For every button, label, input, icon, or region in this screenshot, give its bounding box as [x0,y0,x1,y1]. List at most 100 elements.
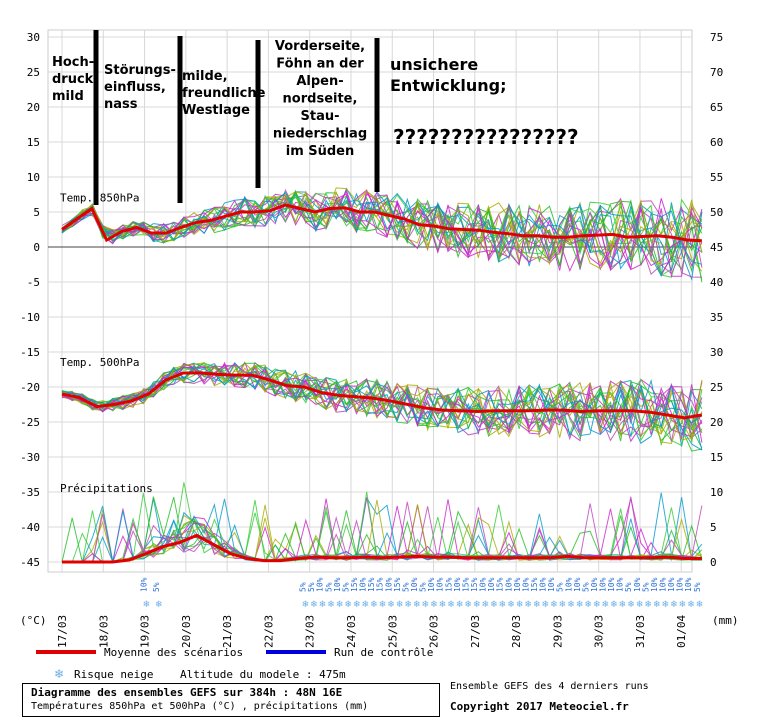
snowflake-icon: ❄ [670,599,678,609]
legend-control-label: Run de contrôle [334,646,433,659]
annotation-1-line-0: Störungs- [104,63,176,78]
grid [47,29,693,573]
left-tick-label-15: -45 [20,556,40,569]
annotation-2-line-2: Westlage [182,103,250,118]
snowflake-icon: ❄ [619,599,627,609]
snowflake-icon: ❄ [473,599,481,609]
snowflake-icon: ❄ [464,599,472,609]
snow-risk-label-9: 10% [359,577,368,592]
snow-risk-label-4: 10% [316,577,325,592]
snow-risk-label-30: 10% [539,577,548,592]
left-tick-label-11: -25 [20,416,40,429]
snowflake-icon: ❄ [533,599,541,609]
annotation-3-line-6: im Süden [286,144,355,159]
snow-risk-label-19: 15% [444,577,453,592]
snow-risk-label-2: 5% [299,582,308,592]
snow-risk-label-34: 10% [573,577,582,592]
snowflake-icon: ❄ [396,599,404,609]
snow-risk-label-20: 10% [453,577,462,592]
annotation-2-line-0: milde, [182,69,228,84]
snow-risk-label-18: 10% [436,577,445,592]
annotation-3-line-0: Vorderseite, [275,39,365,54]
snowflake-icon: ❄ [550,599,558,609]
snow-risk-label-35: 5% [581,582,590,592]
legend-altitude-label: Altitude du modele : 475m [180,668,346,681]
snow-risk-label-16: 5% [419,582,428,592]
ensemble-note: Ensemble GEFS des 4 derniers runs [450,681,649,692]
annotation-1-line-1: einfluss, [104,80,166,95]
left-tick-label-12: -30 [20,451,40,464]
annotation-5-line-0: ???????????????? [393,125,579,149]
snowflake-icon: ❄ [636,599,644,609]
right-tick-label-11: 20 [710,416,723,429]
ensemble-member-500-21 [61,367,703,434]
annotation-markers [93,30,380,205]
snowflake-icon: ❄ [362,599,370,609]
snowflake-icon: ❄ [353,599,361,609]
annotation-0-line-0: Hoch- [52,55,94,70]
snowflake-icon: ❄ [430,599,438,609]
x-tick-label-0: 17/03 [56,615,69,648]
snow-risk-label-22: 15% [470,577,479,592]
snow-risk-label-44: 10% [659,577,668,592]
x-tick-label-10: 27/03 [469,615,482,648]
snow-risk-label-1: 5% [152,582,161,592]
right-tick-label-15: 0 [710,556,717,569]
mean-lines [61,203,703,564]
x-tick-label-14: 31/03 [634,615,647,648]
snow-risk-label-10: 15% [367,577,376,592]
snowflake-icon: ❄ [593,599,601,609]
snow-risk-label-23: 10% [479,577,488,592]
snowflake-icon: ❄ [644,599,652,609]
snowflake-icon: ❄ [499,599,507,609]
snowflake-icon: ❄ [302,599,310,609]
annotation-4-line-1: Entwicklung; [390,76,506,95]
snowflake-icon: ❄ [662,599,670,609]
snow-risk-label-13: 15% [393,577,402,592]
snow-risk-label-15: 10% [410,577,419,592]
right-tick-label-12: 15 [710,451,723,464]
right-tick-label-5: 50 [710,206,723,219]
left-tick-label-2: 20 [27,101,40,114]
snowflake-icon: ❄ [584,599,592,609]
annotation-0-line-2: mild [52,89,84,104]
plot-frame [47,29,693,573]
panel-labels: Temp. 850hPa Temp. 500hPa Précipitations [60,192,153,496]
left-tick-label-10: -20 [20,381,40,394]
right-tick-label-9: 30 [710,346,723,359]
snow-risk-label-37: 10% [599,577,608,592]
ensemble-member-850-17 [61,191,702,278]
x-tick-label-5: 22/03 [262,615,275,648]
right-axis-unit: (mm) [712,614,739,627]
snow-risk-label-32: 5% [556,582,565,592]
x-tick-label-4: 21/03 [221,615,234,648]
snowflake-icon: ❄ [610,599,618,609]
snowflake-icon: ❄ [490,599,498,609]
snow-risk-label-6: 10% [333,577,342,592]
right-tick-label-1: 70 [710,66,723,79]
snowflake-icon: ❄ [516,599,524,609]
snowflake-icon: ❄ [143,599,151,609]
snow-risk-label-38: 10% [607,577,616,592]
snowflake-icon: ❄ [456,599,464,609]
annotation-2-line-1: freundliche [182,86,266,101]
snow-risk-label-3: 5% [307,582,316,592]
snowflake-icon: ❄ [602,599,610,609]
snow-risk-label-47: 10% [684,577,693,592]
left-tick-label-4: 10 [27,171,40,184]
annotation-3-line-3: nordseite, [283,92,358,107]
snow-risk-label-14: 5% [401,582,410,592]
x-tick-label-2: 19/03 [139,615,152,648]
snow-risk-label-24: 10% [487,577,496,592]
snowflake-icon: ❄ [559,599,567,609]
snowflake-icon: ❄ [319,599,327,609]
x-tick-label-13: 30/03 [593,615,606,648]
left-tick-label-7: -5 [27,276,40,289]
footer-subtitle: Températures 850hPa et 500hPa (°C) , pré… [31,701,369,712]
snowflake-icon: ❄ [507,599,515,609]
snow-risk-label-31: 10% [547,577,556,592]
snowflake-icon: ❄ [327,599,335,609]
left-axis-unit: (°C) [20,614,47,627]
snowflake-icon: ❄ [439,599,447,609]
